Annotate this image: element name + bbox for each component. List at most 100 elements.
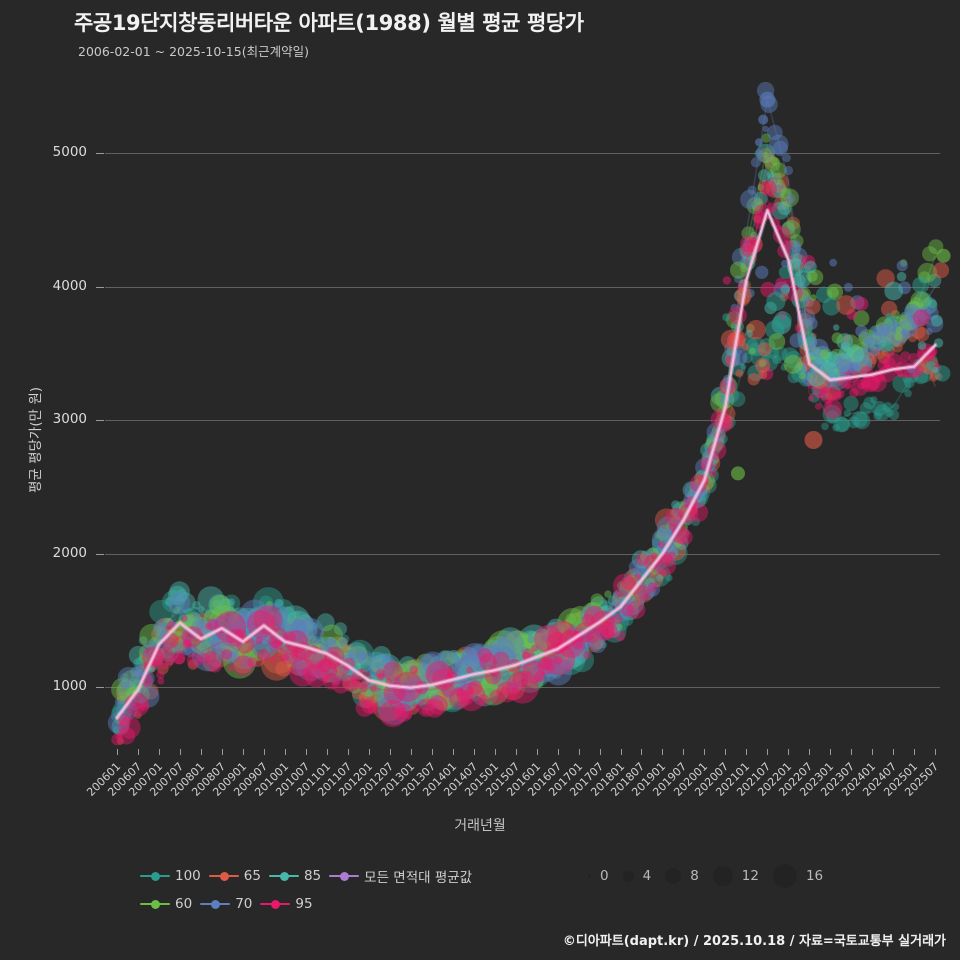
data-bubble xyxy=(547,621,578,651)
data-bubble xyxy=(557,621,570,634)
data-bubble xyxy=(882,402,893,413)
data-bubble xyxy=(656,574,664,582)
data-bubble xyxy=(753,191,768,206)
data-bubble xyxy=(581,613,595,628)
data-bubble xyxy=(872,325,884,337)
data-bubble xyxy=(272,640,283,651)
data-bubble xyxy=(896,271,907,282)
data-bubble xyxy=(546,631,569,654)
data-bubble xyxy=(766,170,775,179)
data-bubble xyxy=(526,650,551,675)
data-bubble xyxy=(401,694,413,706)
data-bubble xyxy=(829,258,838,267)
data-bubble xyxy=(814,402,822,410)
legend-row: 60 70 95 xyxy=(140,890,560,918)
data-bubble xyxy=(273,614,283,624)
data-bubble xyxy=(654,565,662,574)
data-bubble xyxy=(221,649,233,660)
data-bubble xyxy=(547,627,556,636)
data-bubble xyxy=(564,629,572,636)
data-bubble xyxy=(595,621,615,641)
legend-item-모든 면적대 평균값[interactable]: 모든 면적대 평균값 xyxy=(329,866,472,886)
data-bubble xyxy=(894,360,913,379)
x-tick-mark xyxy=(452,749,454,755)
data-bubble xyxy=(316,652,325,661)
data-bubble xyxy=(321,656,328,663)
legend-item-100[interactable]: 100 xyxy=(140,868,201,884)
data-bubble xyxy=(426,684,439,698)
data-bubble xyxy=(489,689,505,705)
data-bubble xyxy=(831,332,843,344)
data-bubble xyxy=(606,617,614,625)
data-bubble xyxy=(425,698,444,718)
data-bubble xyxy=(233,654,253,674)
data-bubble xyxy=(184,644,198,658)
data-bubble xyxy=(901,329,912,340)
data-bubble xyxy=(348,680,362,694)
data-bubble xyxy=(403,675,429,702)
y-tick-mark xyxy=(96,153,104,154)
data-bubble xyxy=(822,297,841,316)
data-bubble xyxy=(154,658,163,666)
data-bubble xyxy=(515,633,533,651)
legend-item-85[interactable]: 85 xyxy=(268,868,321,884)
size-legend-item: 8 xyxy=(665,868,713,884)
data-bubble xyxy=(321,658,334,670)
data-bubble xyxy=(780,187,792,199)
data-bubble xyxy=(772,355,782,365)
data-bubble xyxy=(700,443,715,458)
data-bubble xyxy=(282,618,307,642)
data-bubble xyxy=(783,240,801,258)
data-bubble xyxy=(471,645,486,660)
data-bubble xyxy=(134,668,143,677)
y-tick-mark xyxy=(96,687,104,688)
data-bubble xyxy=(409,674,420,685)
x-tick-mark xyxy=(200,749,202,755)
data-bubble xyxy=(252,587,284,619)
data-bubble xyxy=(544,662,554,673)
data-bubble xyxy=(598,626,607,634)
data-bubble xyxy=(825,385,841,401)
data-bubble xyxy=(434,693,443,703)
data-bubble xyxy=(932,262,950,279)
data-bubble xyxy=(281,653,290,662)
legend-item-60[interactable]: 60 xyxy=(140,896,192,912)
data-bubble xyxy=(448,681,456,690)
data-bubble xyxy=(771,201,790,220)
legend-item-65[interactable]: 65 xyxy=(208,868,261,884)
data-bubble xyxy=(540,649,554,663)
data-bubble xyxy=(382,656,395,670)
data-bubble xyxy=(111,677,135,702)
data-bubble xyxy=(636,558,647,569)
size-legend-label: 4 xyxy=(642,868,652,884)
data-bubble xyxy=(773,346,788,361)
data-bubble xyxy=(772,226,791,244)
data-bubble xyxy=(491,667,511,687)
data-bubble xyxy=(398,669,412,682)
legend-item-70[interactable]: 70 xyxy=(200,896,252,912)
data-bubble xyxy=(904,318,916,330)
data-bubble xyxy=(636,563,653,579)
data-bubble xyxy=(885,312,893,320)
data-bubble xyxy=(361,651,392,682)
data-bubble xyxy=(409,706,418,715)
data-bubble xyxy=(307,634,316,643)
data-bubble xyxy=(440,650,456,667)
data-bubble xyxy=(663,540,688,565)
data-bubble xyxy=(778,265,792,279)
data-bubble xyxy=(261,602,289,630)
legend-item-95[interactable]: 95 xyxy=(260,896,313,912)
data-bubble xyxy=(379,699,407,728)
data-bubble xyxy=(518,624,550,656)
data-bubble xyxy=(402,663,410,671)
data-bubble xyxy=(612,614,623,625)
data-bubble xyxy=(323,642,332,651)
data-bubble xyxy=(258,617,266,625)
data-bubble xyxy=(422,675,430,683)
y-tick-label: 2000 xyxy=(52,544,87,561)
data-bubble xyxy=(456,692,470,707)
data-bubble xyxy=(607,595,618,606)
data-bubble xyxy=(757,184,765,191)
data-bubble xyxy=(619,575,640,596)
data-bubble xyxy=(754,149,763,158)
